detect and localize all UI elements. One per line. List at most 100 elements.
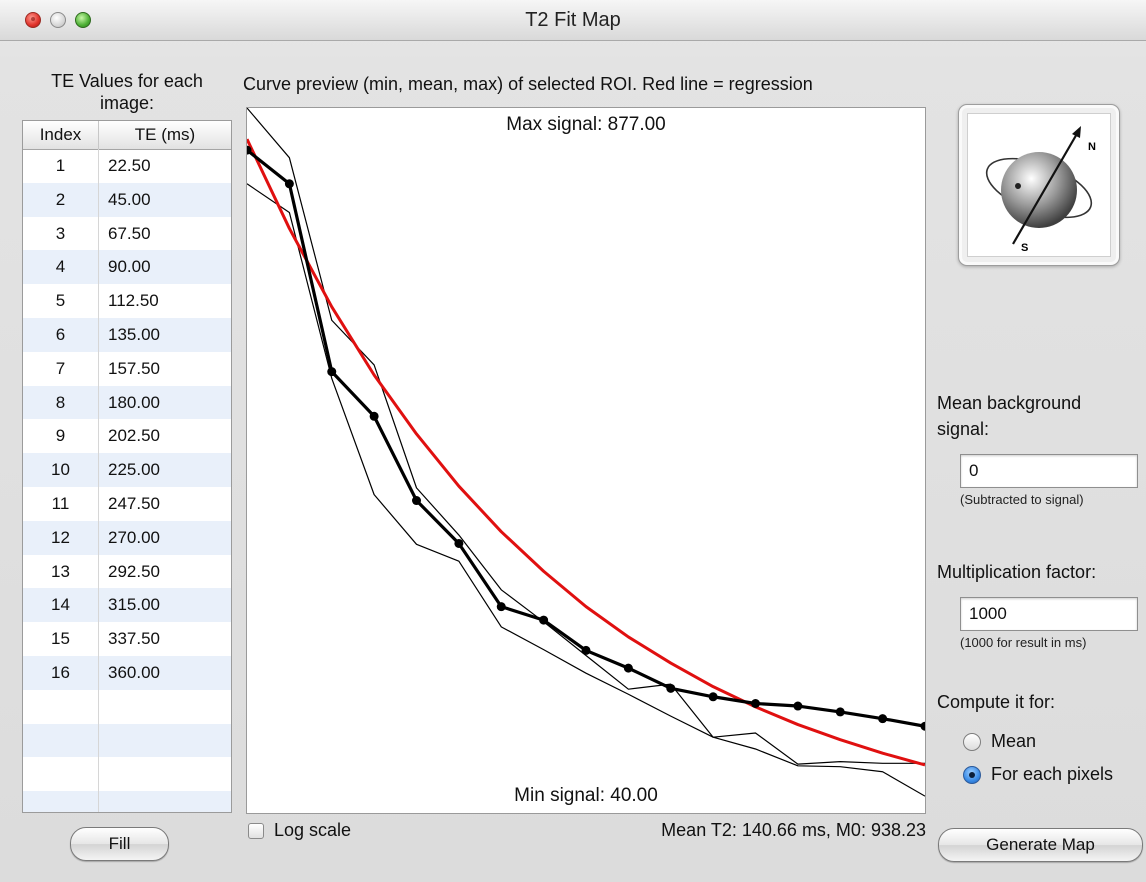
table-row[interactable]: 7 157.50 <box>23 351 231 386</box>
mean-series-line <box>247 148 925 728</box>
logo-north-label: N <box>1088 141 1096 153</box>
te-value-cell[interactable]: 22.50 <box>108 156 151 175</box>
compute-each-pixel-radio[interactable] <box>963 765 981 784</box>
fill-button[interactable]: Fill <box>70 827 169 861</box>
minimize-window-button[interactable] <box>50 12 66 28</box>
max-signal-label: Max signal: 877.00 <box>506 114 666 135</box>
table-row[interactable]: 4 90.00 <box>23 250 231 285</box>
window-title: T2 Fit Map <box>525 9 621 31</box>
te-index-cell: 15 <box>23 622 99 656</box>
table-row[interactable]: 5 112.50 <box>23 284 231 318</box>
mean-data-point <box>623 663 633 673</box>
te-value-cell[interactable]: 112.50 <box>108 291 159 311</box>
table-row[interactable]: 12 270.00 <box>23 520 231 555</box>
min-series-line <box>247 183 925 797</box>
table-row[interactable]: 11 247.50 <box>23 486 231 521</box>
te-index-cell: 1 <box>23 149 99 183</box>
mean-data-point <box>327 367 337 377</box>
mean-data-point <box>412 496 421 506</box>
te-table-body: 1 22.50 2 45.00 3 67.50 4 90.00 5 112.50 6 135.00 7 1… <box>23 149 231 812</box>
zoom-window-button[interactable] <box>75 12 91 28</box>
table-row[interactable]: 2 45.00 <box>23 182 231 217</box>
te-value-cell[interactable]: 270.00 <box>108 527 160 547</box>
te-value-cell[interactable]: 180.00 <box>108 392 160 412</box>
te-table-header: Index TE (ms) <box>23 121 231 150</box>
regression-line <box>247 138 925 767</box>
te-index-cell: 3 <box>23 216 99 251</box>
logo-image: N S <box>967 113 1111 257</box>
table-row[interactable]: 6 135.00 <box>23 317 231 352</box>
mean-data-point <box>751 699 760 709</box>
te-values-table[interactable]: Index TE (ms) 1 22.50 2 45.00 3 67.50 4 90.00 5 1… <box>22 120 232 813</box>
table-row[interactable] <box>23 791 231 812</box>
te-value-cell[interactable]: 292.50 <box>108 561 160 581</box>
table-row[interactable]: 8 180.00 <box>23 385 231 420</box>
te-value-cell[interactable]: 157.50 <box>108 358 160 378</box>
table-row[interactable]: 3 67.50 <box>23 216 231 251</box>
te-value-cell[interactable]: 315.00 <box>108 595 160 615</box>
te-value-cell[interactable] <box>99 791 231 812</box>
te-value-cell[interactable] <box>99 757 231 791</box>
sphere-compass-icon: N S <box>985 126 1096 254</box>
mean-data-point <box>793 701 803 711</box>
te-value-cell[interactable]: 67.50 <box>108 223 151 243</box>
te-index-cell: 10 <box>23 453 99 487</box>
te-value-cell[interactable]: 225.00 <box>108 460 160 480</box>
compute-mean-radio[interactable] <box>963 732 981 751</box>
mean-data-point <box>878 714 888 724</box>
table-row[interactable] <box>23 757 231 792</box>
te-index-cell: 7 <box>23 351 99 386</box>
compute-each-pixel-label: For each pixels <box>991 764 1114 784</box>
te-value-cell[interactable]: 45.00 <box>108 189 151 209</box>
log-scale-option[interactable]: Log scale <box>248 820 351 841</box>
title-bar[interactable]: T2 Fit Map <box>0 0 1146 41</box>
mean-data-point <box>284 179 294 189</box>
te-value-cell[interactable] <box>99 724 231 758</box>
te-index-cell: 8 <box>23 385 99 420</box>
background-signal-label: Mean background signal: <box>937 393 1082 439</box>
te-value-cell[interactable]: 202.50 <box>108 426 160 446</box>
compute-mean-option[interactable]: Mean <box>963 731 1036 752</box>
table-row[interactable]: 13 292.50 <box>23 554 231 589</box>
table-row[interactable]: 15 337.50 <box>23 622 231 656</box>
te-value-cell[interactable]: 90.00 <box>108 257 151 277</box>
te-value-cell[interactable] <box>99 690 231 724</box>
curve-preview-chart: Max signal: 877.00 Min signal: 40.00 <box>246 107 926 814</box>
table-row[interactable]: 10 225.00 <box>23 453 231 487</box>
te-value-cell[interactable]: 337.50 <box>108 629 160 649</box>
close-window-button[interactable] <box>25 12 41 28</box>
mean-data-point <box>581 645 591 655</box>
table-row[interactable] <box>23 723 231 758</box>
table-row[interactable]: 9 202.50 <box>23 419 231 454</box>
compute-for-label: Compute it for: <box>937 692 1056 712</box>
chart-canvas <box>247 108 925 797</box>
app-logo: N S <box>958 104 1120 266</box>
mean-data-point <box>454 538 464 548</box>
generate-map-button[interactable]: Generate Map <box>938 828 1143 862</box>
te-value-cell[interactable]: 360.00 <box>108 662 160 682</box>
te-value-cell[interactable]: 135.00 <box>108 324 160 344</box>
column-header-te[interactable]: TE (ms) <box>134 125 196 144</box>
compute-each-pixel-option[interactable]: For each pixels <box>963 764 1113 785</box>
mean-data-point <box>835 707 845 717</box>
te-values-heading: TE Values for each image: <box>51 71 203 113</box>
table-row[interactable]: 16 360.00 <box>23 655 231 690</box>
te-index-cell <box>23 723 99 758</box>
mean-data-point <box>496 602 506 612</box>
te-index-cell: 14 <box>23 588 99 623</box>
log-scale-checkbox[interactable] <box>248 822 264 839</box>
table-row[interactable] <box>23 689 231 724</box>
multiplication-factor-input[interactable]: 1000 <box>960 597 1138 631</box>
column-header-index[interactable]: Index <box>23 121 99 149</box>
table-row[interactable]: 1 22.50 <box>23 149 231 183</box>
mean-data-point <box>920 721 925 731</box>
te-index-cell <box>23 689 99 724</box>
background-signal-input[interactable]: 0 <box>960 454 1138 488</box>
table-row[interactable]: 14 315.00 <box>23 588 231 623</box>
te-index-cell: 2 <box>23 182 99 217</box>
fit-result-text: Mean T2: 140.66 ms, M0: 938.23 <box>661 820 926 840</box>
min-signal-label: Min signal: 40.00 <box>514 785 658 806</box>
te-value-cell[interactable]: 247.50 <box>108 493 160 513</box>
te-index-cell: 16 <box>23 655 99 690</box>
